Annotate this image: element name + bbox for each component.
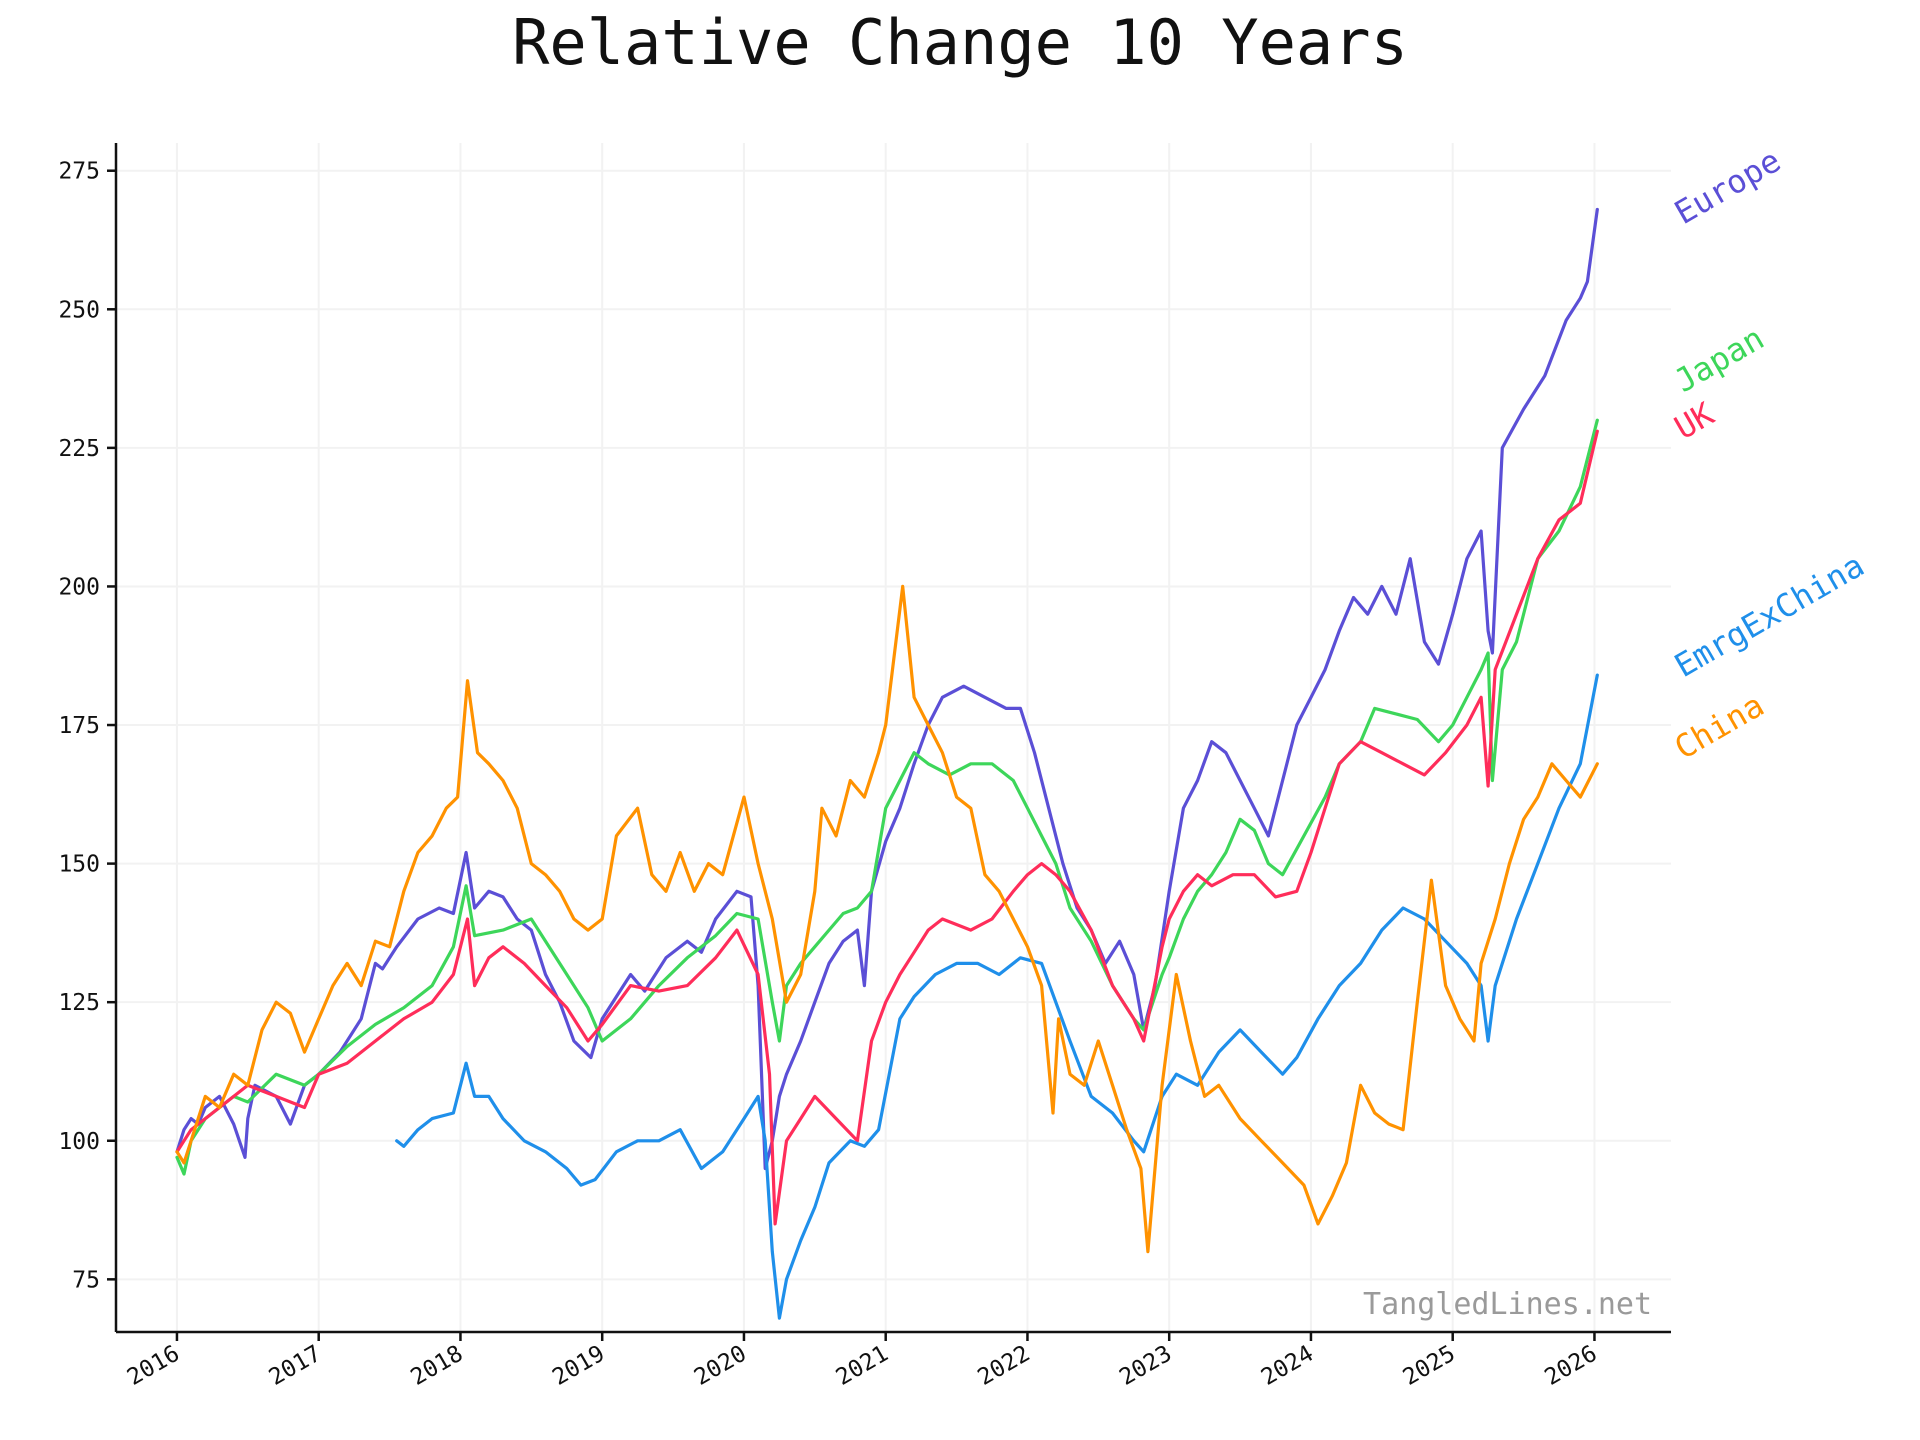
axes: 75 100 125 150 175 200 225 250 275 2016 2017 2018 20… — [58, 143, 1671, 1391]
x-tick-label: 2024 — [1257, 1341, 1318, 1391]
y-tick-label: 100 — [58, 1129, 100, 1155]
series-line-japan — [175, 418, 1599, 1176]
series-line-uk — [175, 429, 1599, 1226]
y-tick-label: 75 — [72, 1267, 100, 1293]
x-tick-label: 2025 — [1399, 1341, 1460, 1391]
y-tick-label: 200 — [58, 574, 100, 600]
y-tick-label: 175 — [58, 713, 100, 739]
x-tick-label: 2016 — [123, 1341, 184, 1391]
y-tick-label: 150 — [58, 852, 100, 878]
x-tick-label: 2017 — [265, 1341, 326, 1391]
x-tick-label: 2023 — [1115, 1341, 1176, 1391]
series-lines — [175, 207, 1599, 1320]
y-tick-label: 275 — [58, 159, 100, 185]
grid-lines — [116, 143, 1671, 1332]
x-tick-label: 2020 — [690, 1341, 751, 1391]
series-line-europe — [175, 207, 1599, 1171]
x-tick-label: 2026 — [1540, 1341, 1601, 1391]
x-tick-label: 2021 — [832, 1341, 893, 1391]
series-label-europe: Europe — [1668, 141, 1787, 232]
y-tick-label: 225 — [58, 436, 100, 462]
y-tick-label: 125 — [58, 990, 100, 1016]
series-label-china: China — [1668, 686, 1770, 767]
series-line-china — [175, 584, 1599, 1254]
series-label-emrgexchina: EmrgExChina — [1668, 546, 1871, 685]
watermark-text: TangledLines.net — [1363, 1287, 1652, 1322]
x-tick-label: 2018 — [406, 1341, 467, 1391]
series-line-emrgexchina — [395, 673, 1599, 1320]
series-label-uk: UK — [1668, 394, 1721, 447]
series-label-japan: Japan — [1668, 319, 1770, 400]
x-tick-label: 2019 — [548, 1341, 609, 1391]
x-tick-label: 2022 — [973, 1341, 1034, 1391]
y-tick-label: 250 — [58, 297, 100, 323]
chart-title: Relative Change 10 Years — [512, 6, 1408, 79]
